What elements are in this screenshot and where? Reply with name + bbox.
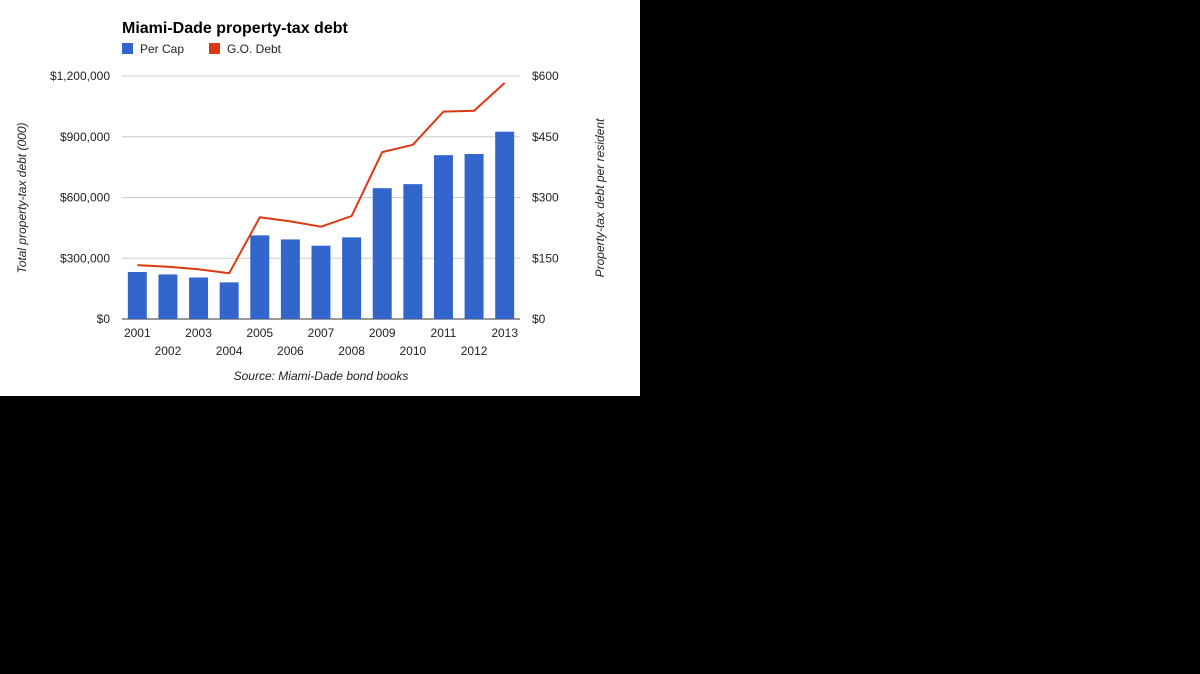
bar-per-cap xyxy=(250,235,270,319)
left-tick-label: $0 xyxy=(97,312,111,326)
legend-label-per-cap: Per Cap xyxy=(140,42,184,56)
x-tick-label: 2013 xyxy=(491,326,518,340)
chart-title: Miami-Dade property-tax debt xyxy=(122,20,348,37)
x-tick-label: 2004 xyxy=(216,344,243,358)
legend: Per Cap G.O. Debt xyxy=(122,42,282,56)
x-tick-label: 2011 xyxy=(431,326,457,340)
x-tick-label: 2009 xyxy=(369,326,396,340)
line-go-debt xyxy=(137,82,506,275)
source-note: Source: Miami-Dade bond books xyxy=(234,369,409,383)
gridlines xyxy=(122,75,520,320)
left-tick-label: $300,000 xyxy=(60,251,110,265)
legend-swatch-per-cap xyxy=(122,43,133,54)
chart-svg: Miami-Dade property-tax debt Per Cap G.O… xyxy=(15,20,607,383)
x-tick-label: 2010 xyxy=(399,344,426,358)
x-tick-label: 2005 xyxy=(246,326,273,340)
chart-card: Miami-Dade property-tax debt Per Cap G.O… xyxy=(0,0,640,396)
right-tick-label: $600 xyxy=(532,69,559,83)
bar-per-cap xyxy=(495,131,515,319)
x-tick-label: 2002 xyxy=(155,344,182,358)
bar-per-cap xyxy=(464,153,484,319)
bar-per-cap xyxy=(219,282,239,319)
left-axis-ticks: $0 $300,000 $600,000 $900,000 $1,200,000 xyxy=(50,69,110,326)
right-axis-label: Property-tax debt per resident xyxy=(593,118,607,277)
x-tick-label: 2001 xyxy=(124,326,151,340)
bar-per-cap xyxy=(342,237,362,319)
x-tick-label: 2012 xyxy=(461,344,488,358)
x-tick-label: 2003 xyxy=(185,326,212,340)
left-tick-label: $600,000 xyxy=(60,191,110,205)
legend-swatch-go-debt xyxy=(209,43,220,54)
right-tick-label: $450 xyxy=(532,130,559,144)
bar-per-cap xyxy=(311,245,331,319)
right-tick-label: $150 xyxy=(532,251,559,265)
left-axis-label: Total property-tax debt (000) xyxy=(15,123,29,274)
bar-per-cap xyxy=(403,184,423,319)
legend-label-go-debt: G.O. Debt xyxy=(227,42,282,56)
left-tick-label: $1,200,000 xyxy=(50,69,110,83)
bar-per-cap xyxy=(158,274,178,319)
bar-per-cap xyxy=(280,239,300,319)
right-tick-label: $0 xyxy=(532,312,546,326)
x-tick-label: 2006 xyxy=(277,344,304,358)
bar-per-cap xyxy=(127,272,147,319)
line-series-go-debt xyxy=(137,82,506,275)
right-axis-ticks: $0 $150 $300 $450 $600 xyxy=(532,69,559,326)
bars-per-cap xyxy=(127,131,515,319)
bar-per-cap xyxy=(433,155,453,319)
left-tick-label: $900,000 xyxy=(60,130,110,144)
bar-per-cap xyxy=(372,188,392,319)
x-tick-label: 2007 xyxy=(308,326,335,340)
x-tick-label: 2008 xyxy=(338,344,365,358)
bar-per-cap xyxy=(189,277,209,319)
right-tick-label: $300 xyxy=(532,191,559,205)
